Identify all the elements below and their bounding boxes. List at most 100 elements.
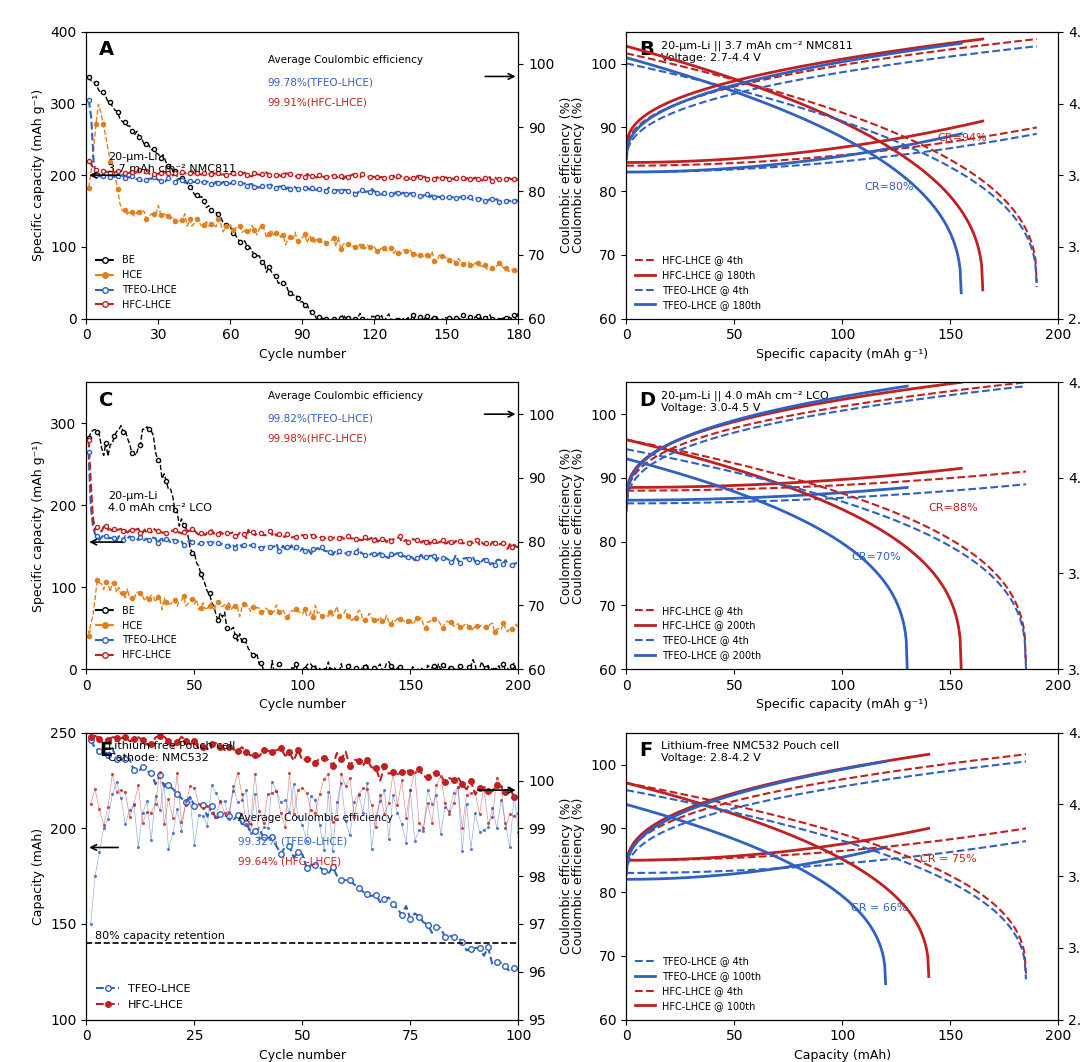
Point — [480, 819, 497, 836]
Point — [207, 808, 225, 825]
Text: F: F — [639, 741, 652, 760]
Point — [255, 819, 272, 836]
Point — [212, 792, 229, 809]
Legend: HFC-LHCE @ 4th, HFC-LHCE @ 200th, TFEO-LHCE @ 4th, TFEO-LHCE @ 200th: HFC-LHCE @ 4th, HFC-LHCE @ 200th, TFEO-L… — [632, 602, 766, 664]
Text: B: B — [639, 40, 654, 59]
Point — [471, 823, 488, 840]
Point — [458, 786, 475, 803]
Point — [393, 772, 410, 789]
Point — [488, 820, 505, 837]
Point — [203, 805, 220, 822]
Y-axis label: Coulombic efficiency (%): Coulombic efficiency (%) — [571, 798, 584, 955]
Point — [419, 795, 436, 812]
Point — [372, 787, 389, 804]
Point — [112, 790, 130, 807]
Point — [190, 795, 207, 812]
Point — [238, 816, 255, 833]
Point — [497, 819, 514, 836]
Point — [363, 796, 380, 813]
Point — [259, 820, 276, 837]
Point — [311, 817, 328, 834]
Point — [95, 817, 112, 834]
Point — [117, 816, 134, 833]
Point — [475, 778, 492, 795]
Point — [454, 820, 471, 837]
Point — [510, 804, 527, 821]
Point — [242, 816, 259, 833]
Point — [436, 799, 454, 816]
Point — [108, 773, 125, 790]
Point — [484, 808, 501, 825]
Text: 99.91%(HFC-LHCE): 99.91%(HFC-LHCE) — [268, 98, 367, 108]
Text: CR = 75%: CR = 75% — [920, 854, 976, 863]
Point — [220, 803, 238, 820]
Point — [177, 792, 194, 809]
Point — [143, 832, 160, 849]
Text: 99.78%(TFEO-LHCE): 99.78%(TFEO-LHCE) — [268, 78, 374, 88]
Y-axis label: Coulombic efficiency (%): Coulombic efficiency (%) — [561, 798, 573, 955]
Point — [285, 805, 302, 822]
Text: 20-μm-Li
4.0 mAh cm⁻² LCO: 20-μm-Li 4.0 mAh cm⁻² LCO — [108, 492, 212, 513]
Point — [242, 824, 259, 841]
Point — [423, 795, 441, 812]
Point — [199, 798, 216, 815]
Point — [497, 815, 514, 832]
Point — [151, 764, 168, 781]
Point — [138, 793, 156, 810]
Point — [337, 777, 354, 794]
Point — [121, 802, 138, 819]
Point — [112, 782, 130, 799]
Point — [203, 777, 220, 794]
Point — [302, 802, 320, 819]
Point — [462, 840, 480, 857]
Point — [505, 788, 523, 805]
Point — [346, 793, 363, 810]
Text: 80% capacity retention: 80% capacity retention — [95, 931, 225, 941]
Point — [397, 809, 415, 826]
Point — [501, 806, 518, 823]
Point — [402, 782, 419, 799]
Point — [298, 832, 315, 849]
Point — [91, 801, 108, 818]
Point — [475, 822, 492, 839]
X-axis label: Cycle number: Cycle number — [259, 348, 346, 361]
Text: 20-μm-Li || 4.0 mAh cm⁻² LCO
Voltage: 3.0-4.5 V: 20-μm-Li || 4.0 mAh cm⁻² LCO Voltage: 3.… — [661, 391, 828, 413]
Point — [445, 795, 462, 812]
Point — [315, 842, 333, 859]
Point — [117, 784, 134, 801]
Point — [259, 786, 276, 803]
Point — [95, 820, 112, 837]
Point — [428, 787, 445, 804]
Text: 99.32% (TFEO-LHCE): 99.32% (TFEO-LHCE) — [238, 836, 347, 846]
X-axis label: Capacity (mAh): Capacity (mAh) — [794, 1049, 891, 1062]
Point — [410, 813, 428, 830]
Point — [328, 811, 346, 828]
Y-axis label: Specific capacity (mAh g⁻¹): Specific capacity (mAh g⁻¹) — [31, 89, 44, 261]
Y-axis label: Capacity (mAh): Capacity (mAh) — [31, 827, 44, 925]
Point — [225, 783, 242, 800]
Point — [164, 809, 181, 826]
Point — [264, 773, 281, 790]
Point — [302, 787, 320, 804]
Text: CR=70%: CR=70% — [851, 552, 901, 562]
Point — [229, 765, 246, 782]
Point — [354, 780, 372, 796]
Point — [99, 810, 117, 827]
Point — [488, 770, 505, 787]
Point — [458, 795, 475, 812]
Point — [324, 843, 341, 860]
Point — [168, 765, 186, 782]
Point — [251, 829, 268, 846]
Point — [272, 793, 289, 810]
Point — [376, 782, 393, 799]
Point — [294, 817, 311, 834]
Point — [315, 770, 333, 787]
Legend: HFC-LHCE @ 4th, HFC-LHCE @ 180th, TFEO-LHCE @ 4th, TFEO-LHCE @ 180th: HFC-LHCE @ 4th, HFC-LHCE @ 180th, TFEO-L… — [632, 252, 766, 313]
Point — [251, 803, 268, 820]
Point — [121, 808, 138, 825]
X-axis label: Cycle number: Cycle number — [259, 1049, 346, 1062]
X-axis label: Cycle number: Cycle number — [259, 699, 346, 712]
Text: Average Coulombic efficiency: Average Coulombic efficiency — [268, 391, 423, 401]
Point — [384, 765, 402, 782]
Point — [341, 827, 359, 844]
